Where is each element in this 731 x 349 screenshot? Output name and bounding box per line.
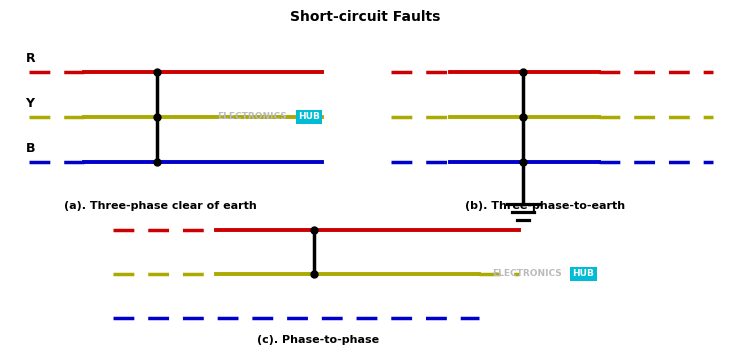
Text: (b). Three-phase-to-earth: (b). Three-phase-to-earth — [464, 201, 625, 211]
Text: Short-circuit Faults: Short-circuit Faults — [290, 10, 441, 24]
Text: HUB: HUB — [298, 112, 320, 121]
Text: HUB: HUB — [572, 269, 594, 279]
Text: ELECTRONICS: ELECTRONICS — [218, 112, 287, 121]
Text: B: B — [26, 142, 35, 155]
Text: (c). Phase-to-phase: (c). Phase-to-phase — [257, 335, 379, 345]
Text: Y: Y — [26, 97, 34, 110]
Text: ELECTRONICS: ELECTRONICS — [492, 269, 561, 279]
Text: R: R — [26, 52, 35, 65]
Text: (a). Three-phase clear of earth: (a). Three-phase clear of earth — [64, 201, 257, 211]
